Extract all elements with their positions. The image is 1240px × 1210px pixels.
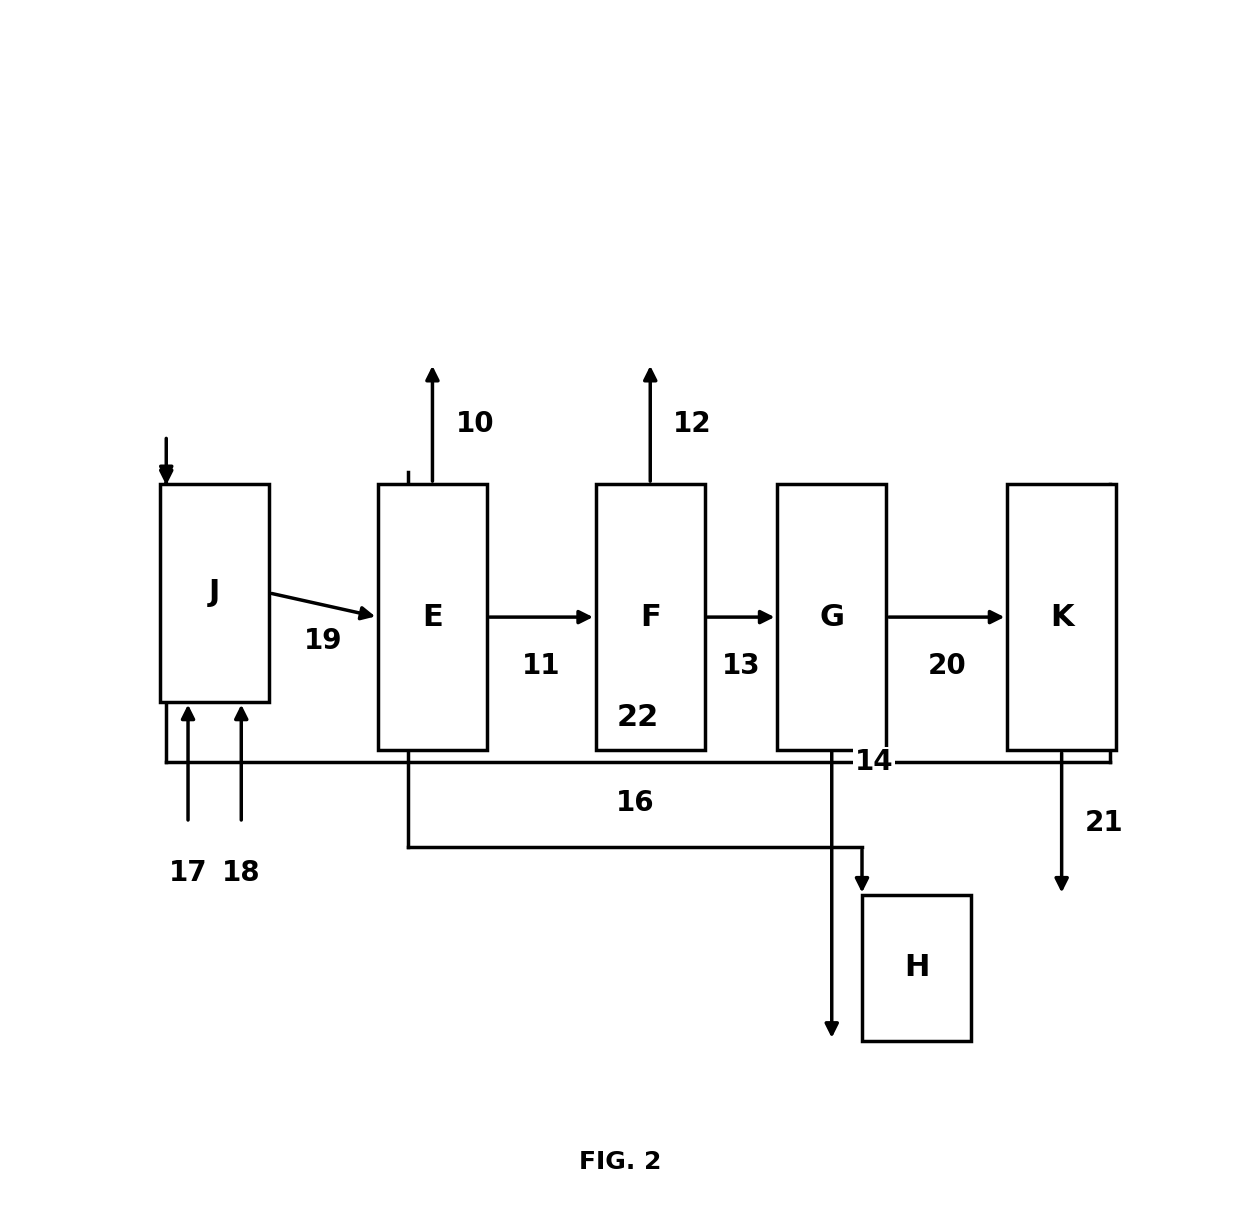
- Text: E: E: [422, 603, 443, 632]
- Text: 12: 12: [673, 409, 712, 438]
- Text: H: H: [904, 953, 929, 983]
- Text: 21: 21: [1085, 808, 1123, 837]
- Bar: [1007, 484, 1116, 750]
- Text: 16: 16: [616, 789, 655, 817]
- Text: FIG. 2: FIG. 2: [579, 1150, 661, 1174]
- Bar: [378, 484, 487, 750]
- Text: F: F: [640, 603, 661, 632]
- Text: K: K: [1050, 603, 1074, 632]
- Text: 20: 20: [928, 651, 966, 680]
- Text: 19: 19: [304, 627, 342, 656]
- Bar: [595, 484, 704, 750]
- Text: 14: 14: [854, 748, 893, 777]
- Text: 18: 18: [222, 859, 260, 887]
- Text: G: G: [820, 603, 844, 632]
- Text: 13: 13: [722, 651, 760, 680]
- Bar: [777, 484, 887, 750]
- Text: 22: 22: [618, 703, 660, 732]
- Bar: [160, 484, 269, 702]
- Text: 11: 11: [522, 651, 560, 680]
- Text: 10: 10: [455, 409, 494, 438]
- Text: J: J: [210, 578, 221, 607]
- Bar: [862, 895, 971, 1041]
- Text: 17: 17: [169, 859, 207, 887]
